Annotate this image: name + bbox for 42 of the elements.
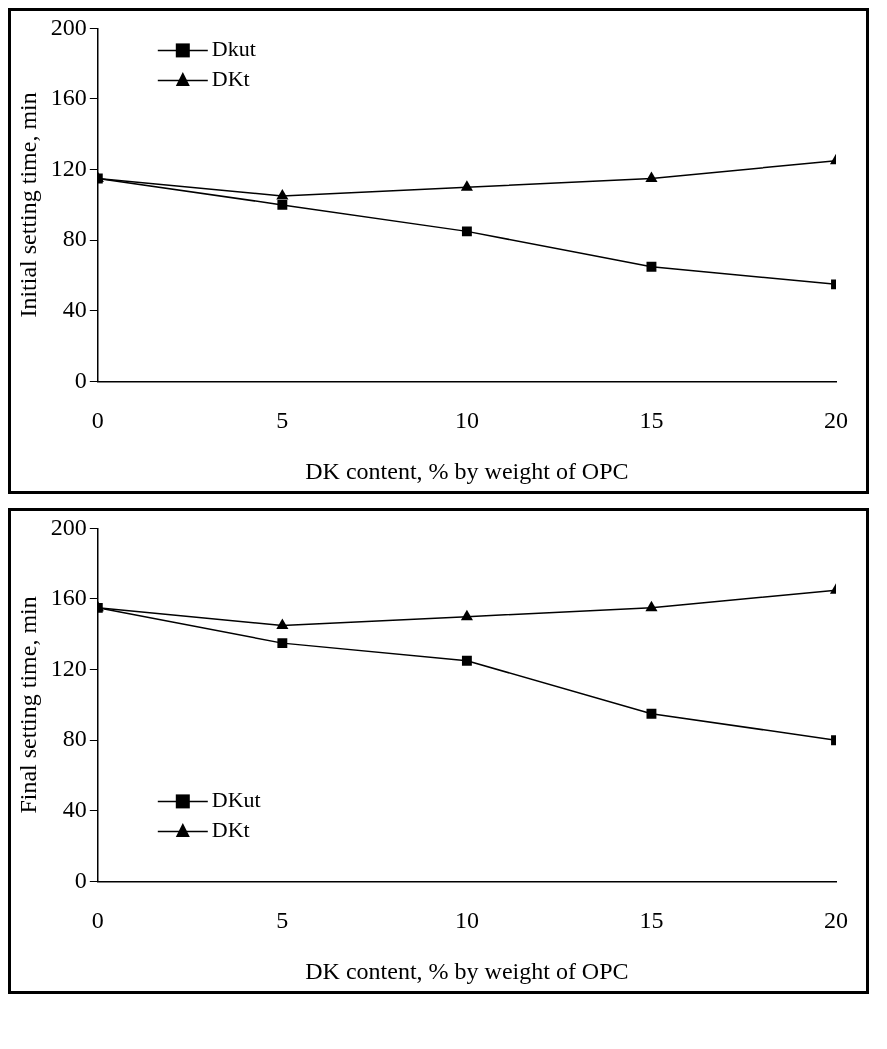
y-tick-label: 80: [62, 725, 87, 752]
point: [646, 261, 657, 272]
y-tick-label: 200: [50, 513, 87, 540]
point: [461, 655, 472, 666]
x-tick-label: 20: [824, 907, 848, 934]
legend-label: DKt: [211, 817, 250, 843]
x-tick-label: 0: [91, 407, 104, 434]
x-tick-label: 10: [454, 907, 479, 934]
x-tick-label: 20: [824, 407, 848, 434]
point: [461, 226, 472, 237]
point: [277, 199, 288, 210]
point: [277, 638, 288, 649]
point: [460, 609, 473, 621]
legend-label: Dkut: [211, 36, 256, 62]
x-tick-label: 15: [639, 907, 664, 934]
point: [460, 180, 473, 191]
y-tick-label: 40: [62, 796, 87, 823]
y-tick-label: 200: [50, 13, 87, 40]
x-tick-label: 5: [276, 907, 289, 934]
y-axis-title: Final setting time, min: [14, 596, 41, 814]
y-tick-label: 160: [50, 584, 87, 611]
point: [645, 600, 658, 612]
x-axis-title: DK content, % by weight of OPC: [305, 457, 629, 484]
point: [276, 189, 289, 200]
y-tick-label: 80: [62, 225, 87, 252]
y-tick-label: 120: [50, 654, 87, 681]
point: [646, 708, 657, 719]
x-axis-title: DK content, % by weight of OPC: [305, 957, 629, 984]
x-tick-label: 10: [454, 407, 479, 434]
x-tick-label: 0: [91, 907, 104, 934]
y-tick-label: 40: [62, 296, 87, 323]
y-tick-label: 120: [50, 154, 87, 181]
y-axis-title: Initial setting time, min: [14, 92, 41, 318]
point: [276, 618, 289, 629]
point: [645, 171, 658, 182]
x-tick-label: 5: [276, 407, 289, 434]
y-tick-label: 160: [50, 84, 87, 111]
legend-label: DKt: [211, 66, 250, 92]
y-tick-label: 0: [74, 866, 87, 893]
y-tick-label: 0: [74, 366, 87, 393]
legend-label: DKut: [211, 787, 261, 813]
x-tick-label: 15: [639, 407, 664, 434]
